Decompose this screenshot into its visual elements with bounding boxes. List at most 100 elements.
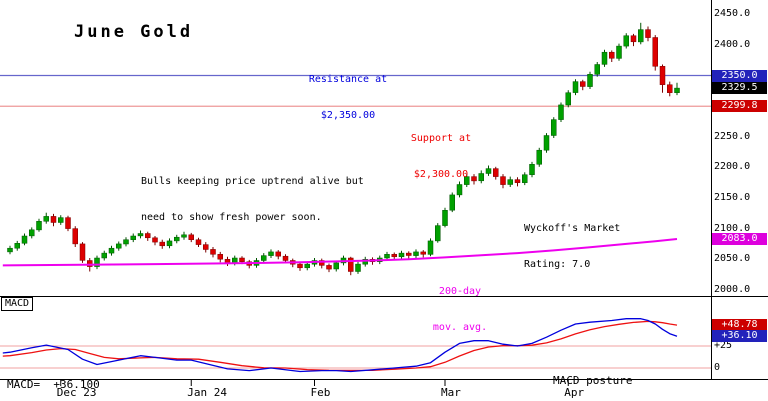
candle-body-up: [427, 240, 434, 255]
month-label-jan-24: Jan 24: [187, 386, 227, 399]
candle-body-up: [398, 252, 405, 258]
month-label-apr: Apr: [564, 386, 585, 399]
candle-body-up: [130, 235, 136, 240]
candle-body-up: [14, 243, 20, 249]
candle-body-up: [616, 45, 622, 59]
candle-body-up: [174, 236, 180, 242]
candle-body-down: [493, 168, 499, 177]
candle-body-down: [203, 244, 209, 250]
candle-body-down: [514, 179, 521, 183]
candle-body-up: [623, 35, 629, 47]
y-axis-label-2050: 2050.0: [714, 253, 751, 265]
candle-body-up: [601, 51, 608, 65]
resistance-annotation-line1: Resistance at: [308, 74, 388, 85]
candle-body-down: [159, 241, 165, 247]
candle-body-up: [36, 221, 42, 231]
candle-body-up: [7, 247, 13, 253]
candle-body-down: [210, 249, 216, 255]
candle-body-down: [282, 255, 289, 261]
candle-body-down: [239, 257, 245, 262]
ma-200-annotation-line1: 200-day: [438, 286, 482, 297]
price-badge-2329.5: 2329.5: [712, 82, 767, 95]
candle-body-up: [449, 194, 455, 211]
month-label-mar: Mar: [441, 386, 461, 399]
support-annotation-line2: $2,300.00: [413, 169, 469, 180]
candle-body-up: [362, 259, 368, 265]
chart-title: June Gold: [74, 22, 194, 42]
bulls-annotation-line1: Bulls keeping price uptrend alive but: [141, 176, 364, 187]
price-badge-2299.8: 2299.8: [712, 100, 767, 113]
candle-body-up: [123, 239, 129, 245]
candle-body-up: [572, 81, 579, 93]
macd-readout-line1: MACD= +36.100: [7, 378, 100, 391]
candle-body-up: [536, 149, 542, 165]
month-label-feb: Feb: [310, 386, 331, 399]
candle-body-up: [435, 225, 441, 242]
y-axis-label-2450: 2450.0: [714, 8, 751, 20]
candle-body-down: [391, 254, 397, 258]
candle-body-up: [94, 257, 100, 267]
candle-body-down: [275, 251, 281, 257]
candle-body-down: [645, 29, 651, 38]
candle-body-up: [116, 243, 122, 249]
macd-posture-annotation: MACD posture is bearish: [553, 351, 632, 401]
wyckoff-rating-line2: Rating: 7.0: [524, 259, 591, 270]
candle-body-down: [72, 228, 78, 245]
y-axis-label-2250: 2250.0: [714, 130, 751, 142]
candle-body-up: [587, 74, 593, 87]
candle-body-up: [413, 251, 419, 256]
candle-body-up: [529, 164, 535, 175]
candle-body-up: [674, 87, 680, 93]
candle-body-down: [652, 37, 658, 67]
candle-body-up: [507, 179, 513, 185]
macd-axis-label-0: 0: [714, 362, 721, 373]
candle-body-up: [456, 184, 463, 196]
candle-body-down: [50, 216, 57, 223]
support-annotation-line1: Support at: [410, 133, 472, 144]
candle-body-down: [217, 254, 223, 260]
resistance-annotation: Resistance at $2,350.00: [300, 50, 396, 146]
price-badge-2083.0: 2083.0: [712, 233, 767, 246]
y-axis-label-2100: 2100.0: [714, 222, 751, 234]
candle-body-up: [137, 233, 144, 237]
candle-body-down: [145, 233, 151, 239]
candle-body-down: [152, 237, 158, 243]
candle-body-down: [65, 217, 71, 229]
candle-body-down: [630, 35, 637, 43]
candle-body-down: [659, 66, 666, 85]
candle-body-up: [101, 252, 107, 259]
candle-body-up: [442, 210, 448, 226]
candle-body-down: [348, 257, 354, 272]
candle-body-up: [304, 263, 310, 269]
y-axis-label-2150: 2150.0: [714, 192, 751, 203]
candle-body-up: [464, 176, 470, 185]
candle-body-down: [609, 51, 615, 59]
macd-badge-+36.10: +36.10: [712, 330, 767, 343]
macd-badge-+48.78: +48.78: [712, 319, 767, 332]
candle-body-down: [79, 243, 86, 261]
macd-signal-line: [2, 320, 678, 372]
candle-body-up: [551, 119, 557, 136]
candle-body-up: [43, 216, 49, 222]
candle-body-down: [406, 252, 412, 256]
price-badge-2350.0: 2350.0: [712, 69, 767, 82]
macd-axis-label-+25: +25: [714, 340, 733, 351]
macd-line: [2, 318, 678, 373]
candle-body-down: [188, 234, 194, 240]
bulls-annotation: Bulls keeping price uptrend alive but ne…: [141, 152, 364, 248]
candle-body-up: [261, 255, 267, 261]
macd-panel-label: MACD: [1, 297, 34, 311]
candle-body-up: [594, 64, 600, 75]
candle-body-up: [543, 135, 550, 151]
candle-body-up: [58, 217, 64, 223]
macd-posture-line1: MACD posture: [553, 374, 633, 387]
candle-body-down: [420, 251, 426, 255]
candle-body-down: [195, 239, 202, 245]
candle-body-down: [326, 265, 332, 270]
candle-body-down: [580, 81, 586, 87]
month-label-dec-23: Dec 23: [56, 386, 97, 399]
y-axis-label-2000: 2000.0: [714, 283, 751, 295]
candle-body-up: [333, 262, 339, 270]
y-axis-label-2400: 2400.0: [714, 38, 751, 50]
